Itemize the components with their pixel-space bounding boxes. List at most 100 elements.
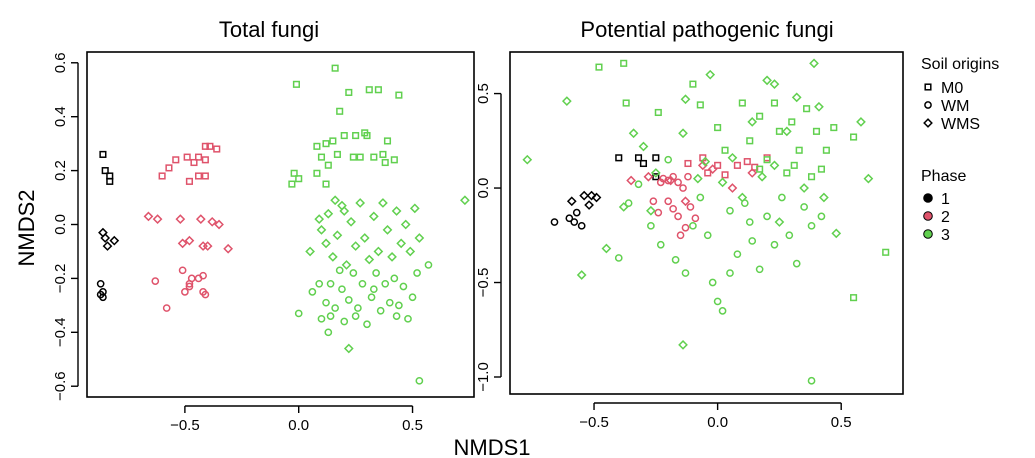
data-point: [778, 193, 786, 202]
data-point: [350, 241, 361, 251]
data-point: [322, 298, 330, 307]
data-point: [817, 212, 826, 221]
data-point: [647, 221, 655, 230]
legend-color-label: 1: [941, 191, 950, 208]
data-point: [708, 278, 717, 287]
data-point: [762, 75, 772, 86]
data-point: [703, 231, 712, 240]
panel-pathogenic-fungi: Potential pathogenic fungi −0.5 0.0 0.5 −1…: [475, 17, 904, 431]
data-point: [565, 214, 574, 223]
legend-shape-label: M0: [941, 80, 963, 97]
data-point: [676, 231, 685, 240]
data-point: [385, 298, 394, 307]
y-axis: −0.6 −0.4 −0.2 0.0 0.2 0.4 0.6: [52, 52, 79, 401]
y-tick-label: 0.2: [52, 160, 69, 181]
data-point: [770, 99, 779, 107]
data-point: [788, 118, 796, 126]
data-point: [400, 219, 411, 230]
data-point: [183, 153, 191, 161]
data-point: [664, 197, 673, 206]
legend-shape-label: WM: [941, 98, 969, 115]
data-point: [727, 152, 738, 163]
data-point: [354, 304, 362, 312]
legend-color-title: Phase: [921, 168, 966, 185]
data-point: [99, 150, 107, 158]
data-point: [359, 233, 370, 243]
data-point: [561, 96, 572, 106]
data-point: [733, 161, 741, 169]
data-point: [294, 309, 303, 318]
data-point: [622, 99, 630, 107]
data-point: [363, 132, 371, 140]
data-point: [184, 235, 195, 246]
data-point: [680, 94, 691, 105]
data-point: [652, 154, 660, 162]
data-point: [414, 233, 425, 243]
data-point: [717, 177, 728, 188]
data-point: [807, 173, 816, 181]
data-point: [395, 301, 403, 310]
data-point: [102, 241, 113, 251]
data-point: [624, 199, 633, 208]
data-point: [700, 156, 711, 167]
data-point: [223, 243, 234, 254]
data-point: [207, 216, 218, 227]
data-point: [381, 158, 389, 167]
data-point: [396, 238, 407, 249]
data-point: [308, 288, 317, 296]
data-point: [812, 127, 821, 135]
data-point: [292, 80, 300, 88]
x-axis: −0.5 0.0 0.5: [579, 402, 852, 431]
y-tick-label: −0.5: [475, 268, 492, 298]
plot-frame: [86, 51, 475, 398]
data-point: [327, 251, 338, 262]
data-point: [404, 314, 412, 323]
data-point: [201, 156, 209, 164]
y-axis: −1.0 −0.5 0.0 0.5: [475, 83, 502, 392]
panel-total-fungi: Total fungi −0.5 0.0 0.5 −0.6 −0.4 −0.2 0.0 0.…: [52, 17, 475, 434]
data-point: [684, 159, 692, 168]
data-point: [785, 231, 794, 240]
data-point: [326, 312, 335, 320]
data-point: [819, 192, 829, 203]
data-point: [405, 246, 416, 257]
data-point: [395, 91, 403, 99]
x-tick-label: 0.5: [831, 414, 852, 431]
data-point: [755, 265, 764, 274]
x-tick-label: 0.5: [402, 417, 423, 434]
data-point: [774, 217, 785, 227]
data-point: [317, 153, 326, 161]
data-point: [696, 101, 704, 109]
panel-title: Total fungi: [219, 17, 319, 42]
data-point: [643, 171, 654, 182]
y-tick-label: −1.0: [475, 362, 492, 392]
legend-circle-icon: [924, 101, 932, 109]
legend-color-label: 2: [941, 209, 950, 226]
data-point: [387, 251, 397, 262]
data-point: [214, 219, 224, 230]
data-point: [143, 211, 154, 222]
y-tick-label: 0.0: [52, 214, 69, 235]
data-point: [368, 211, 379, 222]
data-point: [330, 195, 340, 206]
data-point: [584, 200, 594, 210]
data-point: [106, 177, 114, 185]
data-point: [705, 69, 716, 80]
data-point: [313, 169, 321, 177]
data-point: [175, 214, 186, 224]
data-point: [770, 240, 779, 249]
data-point: [379, 150, 387, 158]
data-point: [686, 203, 695, 211]
data-point: [178, 266, 187, 275]
data-point: [340, 132, 348, 140]
data-point: [707, 164, 718, 175]
y-tick-label: −0.4: [52, 318, 69, 348]
data-point: [550, 218, 559, 226]
data-point: [669, 204, 677, 213]
data-point: [769, 79, 780, 89]
data-point: [333, 150, 341, 158]
data-point: [692, 173, 703, 184]
data-point: [315, 279, 324, 288]
x-tick-label: 0.0: [288, 417, 309, 434]
data-point: [329, 137, 337, 145]
